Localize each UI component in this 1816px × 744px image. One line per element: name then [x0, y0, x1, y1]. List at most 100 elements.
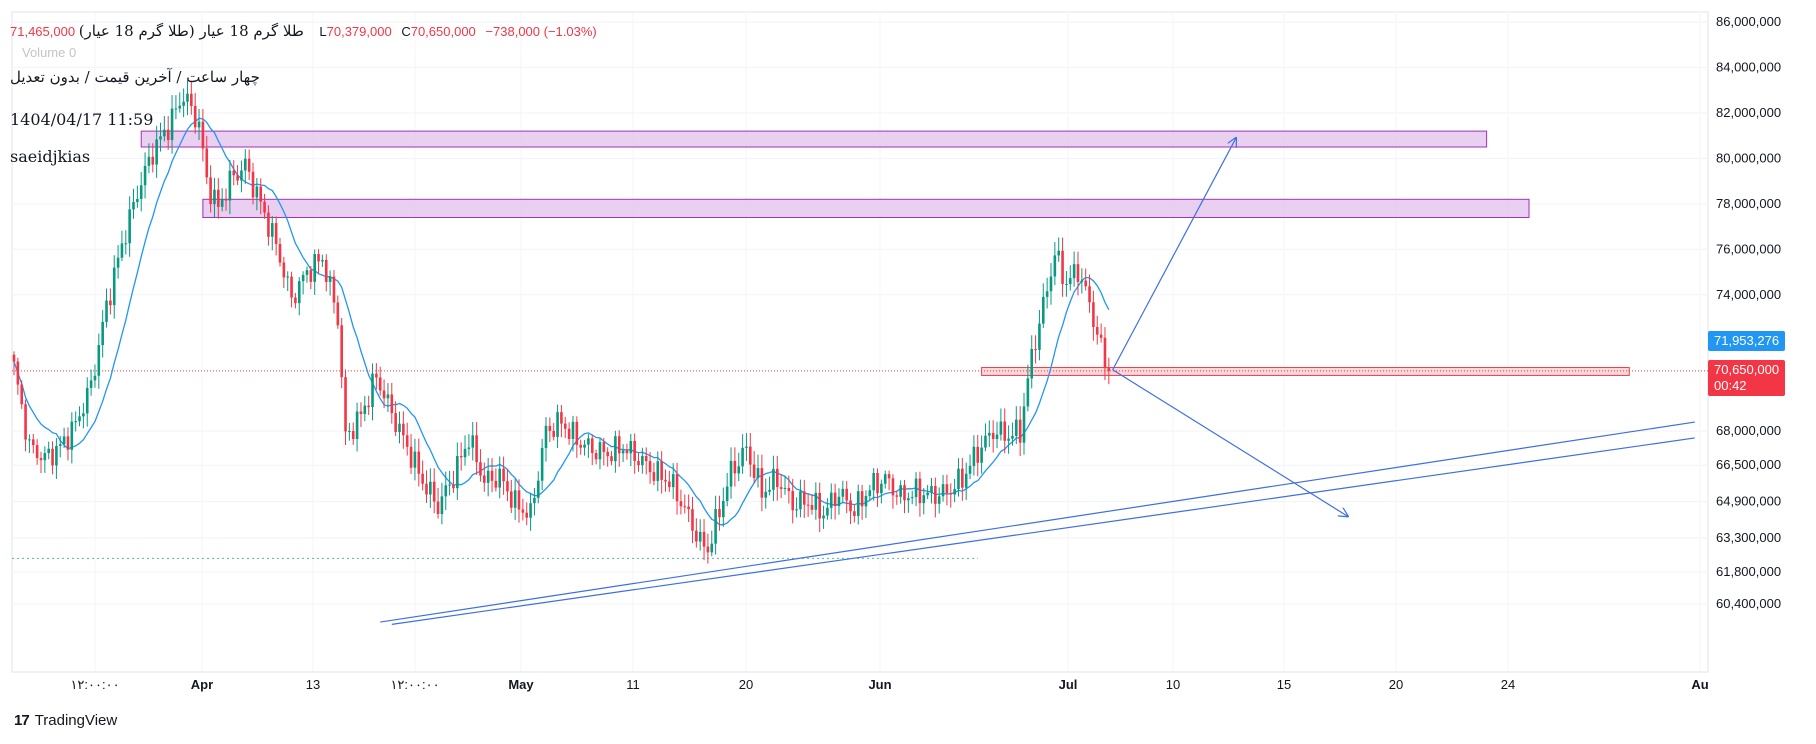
- candle-body: [236, 175, 239, 181]
- candle-body: [571, 421, 575, 439]
- candle-body: [764, 491, 768, 498]
- candle-body: [579, 444, 582, 448]
- price-zones: [12, 130, 1708, 559]
- candle-body: [35, 445, 39, 459]
- bearish-arrow: [1112, 369, 1348, 517]
- candle-body: [382, 390, 386, 399]
- y-tick-label: 74,000,000: [1716, 287, 1781, 302]
- candle-body: [324, 259, 328, 282]
- candle-body: [51, 448, 54, 466]
- close-value: 70,650,000: [410, 24, 476, 39]
- volume-label: Volume 0: [22, 45, 77, 60]
- x-tick-label: 15: [1277, 677, 1291, 692]
- low-value: 70,379,000: [326, 24, 392, 39]
- candle-body: [43, 453, 47, 461]
- trendline-b: [391, 437, 1695, 625]
- candle-body: [475, 435, 478, 463]
- candle-body: [220, 199, 224, 207]
- candle-body: [1015, 419, 1018, 436]
- chart-grid: [11, 11, 1709, 673]
- candle-body: [479, 462, 482, 476]
- x-tick-label: Jul: [1059, 677, 1078, 692]
- candle-body: [251, 171, 255, 198]
- candle-body: [205, 148, 209, 178]
- candle-body: [691, 509, 694, 531]
- candle-body: [509, 491, 513, 508]
- candle-body: [313, 254, 316, 282]
- candle-body: [425, 483, 428, 495]
- candle-body: [1107, 368, 1111, 371]
- candle-body: [1053, 255, 1057, 277]
- candle-body: [112, 267, 116, 306]
- candle-body: [702, 531, 706, 547]
- candle-body: [402, 423, 405, 436]
- candle-body: [556, 412, 559, 437]
- pivot-zone: [981, 366, 1630, 376]
- candle-body: [899, 485, 902, 497]
- candle-body: [398, 423, 401, 432]
- candle-body: [625, 450, 629, 454]
- candle-body: [290, 276, 293, 298]
- last-price-value: 70,650,000: [1714, 361, 1780, 377]
- candle-body: [394, 413, 397, 432]
- candle-body: [432, 481, 436, 502]
- candle-body: [174, 108, 178, 110]
- candle-body: [841, 488, 845, 497]
- candle-body: [297, 281, 301, 304]
- candle-body: [668, 481, 671, 488]
- candle-body: [1068, 278, 1072, 285]
- candle-body: [170, 108, 174, 141]
- moving-average: [13, 117, 1110, 526]
- candle-body: [583, 444, 586, 448]
- candle-body: [606, 451, 609, 457]
- candle-body: [12, 354, 16, 362]
- candle-body: [980, 447, 983, 463]
- candle-body: [1049, 276, 1053, 292]
- candle-body: [964, 473, 968, 488]
- candle-body: [301, 274, 305, 282]
- date-line: 1404/04/17 11:59: [10, 110, 154, 129]
- candle-body: [371, 373, 374, 408]
- candle-body: [853, 511, 856, 516]
- candle-body: [814, 492, 818, 510]
- candle-body: [1099, 334, 1103, 338]
- trend-lines: [380, 421, 1695, 625]
- candle-body: [845, 488, 848, 501]
- tradingview-logo[interactable]: 17 TradingView: [14, 712, 117, 729]
- candle-body: [775, 468, 779, 488]
- y-tick-label: 76,000,000: [1716, 241, 1781, 256]
- candle-body: [159, 136, 162, 140]
- x-tick-label: 10: [1166, 677, 1180, 692]
- candle-body: [278, 244, 282, 263]
- tradingview-logo-text: TradingView: [34, 712, 118, 729]
- candle-body: [348, 431, 351, 433]
- candle-body: [186, 93, 189, 102]
- candle-body: [147, 156, 151, 166]
- candle-body: [1072, 264, 1076, 279]
- candle-body: [560, 412, 563, 424]
- candle-body: [193, 105, 197, 128]
- candle-body: [856, 491, 860, 516]
- candle-body: [725, 486, 729, 501]
- candle-body: [413, 451, 417, 468]
- candles: [12, 80, 1111, 564]
- candle-body: [1026, 378, 1030, 407]
- candle-body: [70, 421, 74, 450]
- candle-body: [633, 440, 636, 461]
- candle-body: [991, 432, 995, 440]
- candle-body: [941, 484, 945, 497]
- candle-body: [806, 504, 810, 506]
- candle-body: [1022, 406, 1026, 443]
- candle-body: [664, 479, 667, 482]
- candle-body: [305, 270, 309, 275]
- candle-body: [367, 405, 370, 408]
- resistance-upper: [140, 130, 1488, 148]
- candle-body: [930, 486, 933, 493]
- candle-body: [197, 121, 201, 128]
- candle-body: [752, 464, 756, 479]
- candle-body: [722, 500, 725, 518]
- candle-body: [787, 487, 791, 492]
- candle-body: [961, 468, 964, 488]
- x-tick-label: 24: [1501, 677, 1515, 692]
